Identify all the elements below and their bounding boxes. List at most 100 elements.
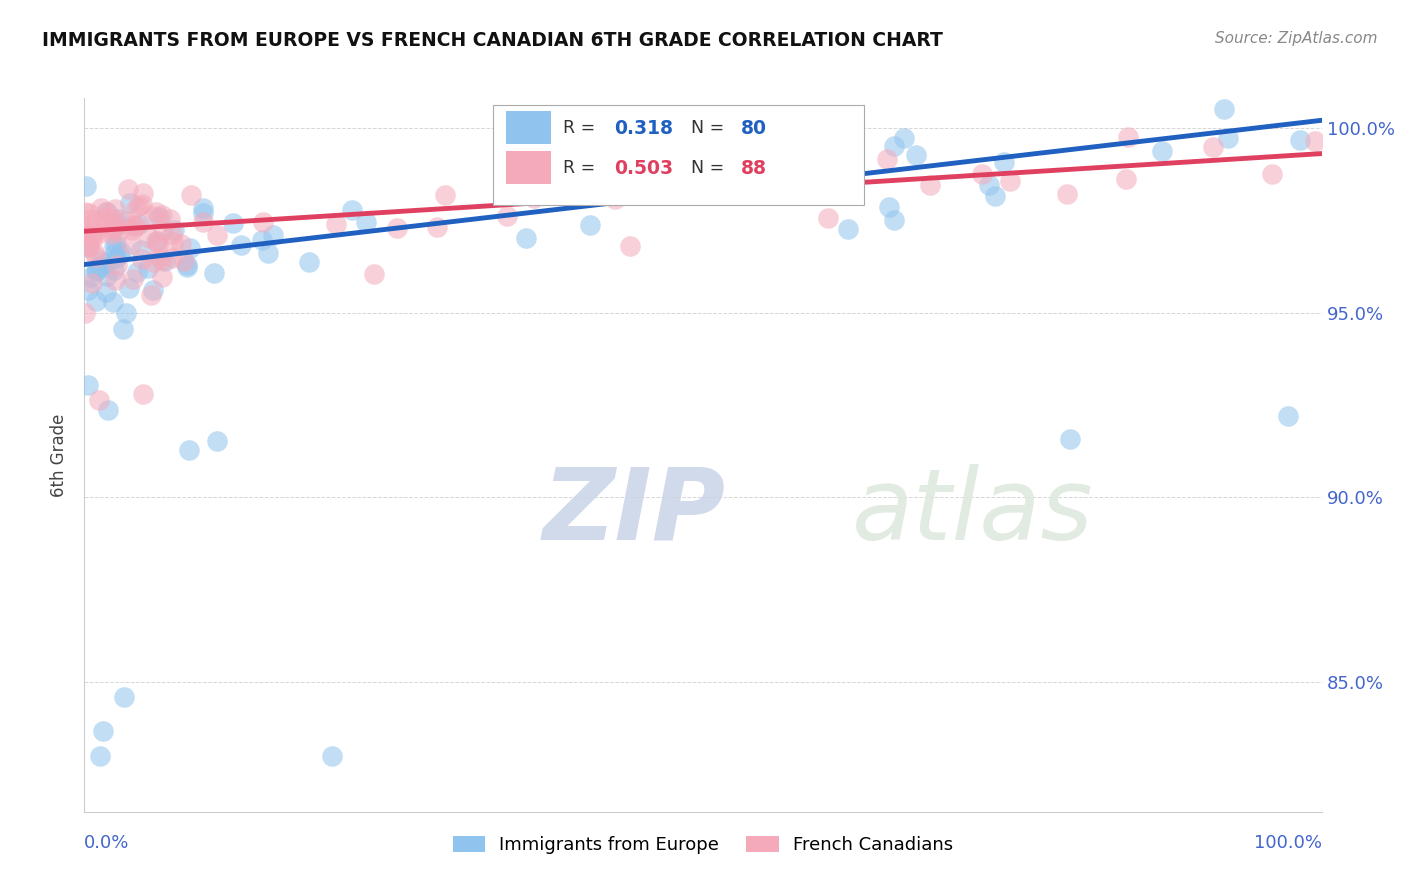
Point xyxy=(76,240,98,254)
Point xyxy=(86,263,108,277)
Point xyxy=(1115,172,1137,186)
Point xyxy=(142,283,165,297)
Point xyxy=(114,214,136,228)
Point xyxy=(176,260,198,274)
Point xyxy=(354,215,377,229)
Point xyxy=(1056,187,1078,202)
Point xyxy=(876,152,898,166)
Text: ZIP: ZIP xyxy=(543,464,725,560)
FancyBboxPatch shape xyxy=(506,111,551,144)
Point xyxy=(325,217,347,231)
Point xyxy=(139,288,162,302)
Point xyxy=(191,205,214,219)
Point xyxy=(1216,131,1239,145)
Point xyxy=(79,238,101,252)
Point xyxy=(77,378,100,392)
Point xyxy=(83,244,105,259)
Point xyxy=(96,205,118,219)
Point xyxy=(1116,129,1139,144)
Point xyxy=(91,217,114,231)
Point xyxy=(162,252,184,266)
Point xyxy=(583,180,606,194)
Point xyxy=(132,186,155,201)
Point xyxy=(84,293,107,308)
Point xyxy=(191,215,214,229)
Point xyxy=(107,212,129,227)
Point xyxy=(160,227,183,241)
Point xyxy=(150,253,173,268)
Point xyxy=(776,129,799,144)
Point xyxy=(179,241,201,255)
Point xyxy=(363,268,385,282)
Point xyxy=(83,214,105,228)
Point xyxy=(970,167,993,181)
Point xyxy=(998,174,1021,188)
Point xyxy=(105,258,128,272)
Point xyxy=(80,232,103,246)
Text: 88: 88 xyxy=(741,159,768,178)
Point xyxy=(170,236,193,251)
Point xyxy=(115,305,138,319)
Point xyxy=(1212,102,1234,116)
Point xyxy=(84,250,107,264)
FancyBboxPatch shape xyxy=(506,151,551,184)
Point xyxy=(122,272,145,286)
Point xyxy=(128,199,150,213)
Point xyxy=(105,236,128,251)
Point xyxy=(107,248,129,262)
Point xyxy=(117,182,139,196)
Point xyxy=(1059,432,1081,446)
Point xyxy=(152,224,174,238)
Point xyxy=(121,223,143,237)
Point xyxy=(96,269,118,284)
Point xyxy=(426,219,449,234)
Point xyxy=(574,149,596,163)
Point xyxy=(131,196,153,211)
Point xyxy=(129,244,152,258)
Point xyxy=(100,223,122,237)
Point xyxy=(104,251,127,265)
Point xyxy=(145,234,167,248)
Point xyxy=(515,231,537,245)
Point xyxy=(205,434,228,448)
Point xyxy=(146,234,169,248)
Text: R =: R = xyxy=(564,120,600,137)
Point xyxy=(433,187,456,202)
Point xyxy=(193,201,215,215)
Point xyxy=(675,135,697,149)
Text: 0.318: 0.318 xyxy=(614,119,673,137)
Point xyxy=(75,225,97,239)
Point xyxy=(153,253,176,268)
Point xyxy=(103,219,125,233)
Point xyxy=(817,211,839,226)
Point xyxy=(495,209,517,223)
Point xyxy=(883,212,905,227)
Point xyxy=(262,228,284,243)
Point xyxy=(75,225,97,239)
Point xyxy=(256,246,278,260)
Point xyxy=(101,211,124,226)
Point xyxy=(603,192,626,206)
Point xyxy=(111,322,134,336)
Point xyxy=(80,270,103,285)
Point xyxy=(893,130,915,145)
Point xyxy=(231,238,253,252)
Point xyxy=(1303,134,1326,148)
Point xyxy=(619,239,641,253)
Point xyxy=(993,155,1015,169)
Point xyxy=(159,211,181,226)
Y-axis label: 6th Grade: 6th Grade xyxy=(51,413,69,497)
Point xyxy=(93,211,115,226)
Point xyxy=(498,188,520,202)
Point xyxy=(177,442,200,457)
Point xyxy=(103,263,125,277)
Point xyxy=(150,208,173,222)
Point xyxy=(141,209,163,223)
Point xyxy=(89,749,111,764)
Point xyxy=(103,219,125,234)
Point xyxy=(127,265,149,279)
Legend: Immigrants from Europe, French Canadians: Immigrants from Europe, French Canadians xyxy=(443,827,963,863)
Point xyxy=(252,233,274,247)
Point xyxy=(1202,140,1225,154)
Point xyxy=(883,138,905,153)
